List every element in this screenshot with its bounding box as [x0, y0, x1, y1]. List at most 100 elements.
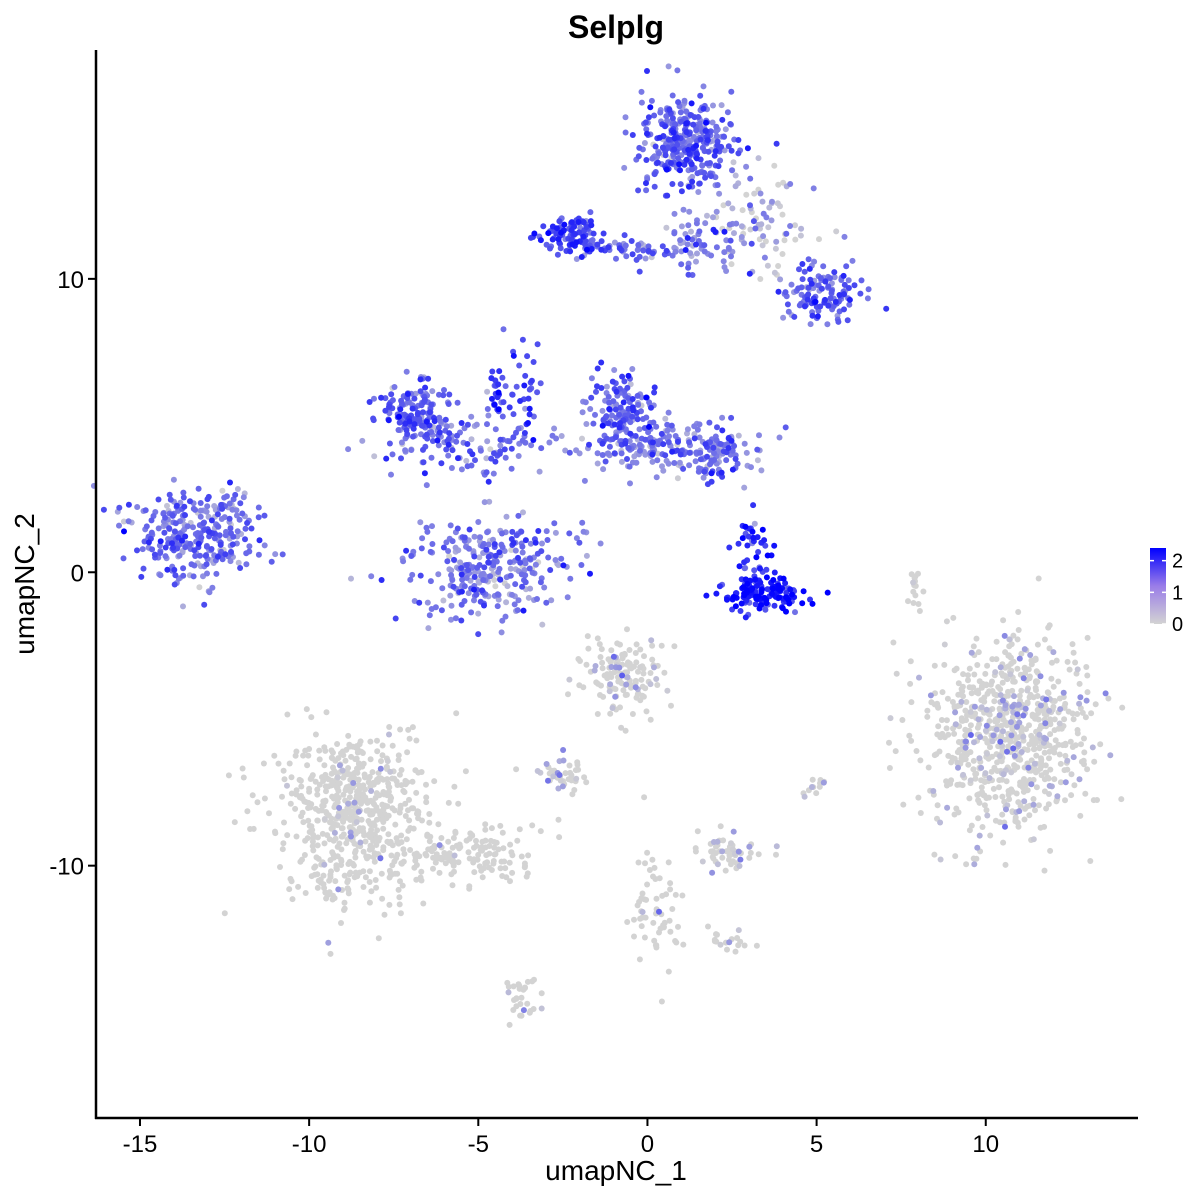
- data-point: [729, 167, 735, 174]
- data-point: [469, 451, 476, 458]
- data-point: [452, 615, 459, 622]
- data-point: [298, 783, 305, 790]
- data-point: [693, 142, 700, 149]
- data-point: [1068, 792, 1075, 799]
- data-point: [171, 528, 178, 535]
- data-point: [411, 421, 418, 428]
- data-point: [475, 851, 482, 858]
- data-point: [671, 135, 678, 142]
- data-point: [359, 797, 366, 804]
- data-point: [474, 856, 481, 863]
- data-point: [726, 939, 733, 946]
- data-point: [317, 876, 324, 883]
- x-axis-ticks: -15 -10 -5 0 5 10: [123, 1118, 999, 1158]
- data-point: [758, 467, 765, 474]
- data-point: [635, 187, 642, 194]
- data-point: [1031, 760, 1038, 767]
- data-point: [455, 455, 461, 462]
- data-point: [568, 772, 575, 779]
- data-point: [396, 771, 403, 778]
- data-point: [693, 220, 700, 227]
- data-point: [488, 825, 495, 832]
- data-point: [642, 119, 649, 126]
- data-point: [484, 529, 491, 536]
- data-point: [779, 251, 786, 257]
- data-point: [849, 257, 856, 264]
- data-point: [728, 861, 734, 868]
- data-point: [1054, 793, 1061, 800]
- data-point: [788, 281, 795, 288]
- data-point: [720, 258, 727, 265]
- data-point: [293, 833, 300, 840]
- data-point: [738, 600, 745, 607]
- data-point: [675, 923, 681, 930]
- data-point: [651, 171, 658, 178]
- data-point: [371, 822, 378, 829]
- data-point: [963, 738, 969, 745]
- data-point: [623, 681, 630, 688]
- data-point: [695, 468, 702, 475]
- data-point: [421, 396, 428, 403]
- data-point: [497, 436, 504, 443]
- data-point: [397, 726, 404, 733]
- data-point: [671, 230, 678, 237]
- data-point: [507, 572, 514, 579]
- data-point: [617, 404, 624, 411]
- data-point: [938, 717, 945, 723]
- data-point: [1057, 706, 1064, 713]
- data-point: [646, 867, 653, 873]
- colorbar-tick-label: 1: [1172, 582, 1183, 604]
- data-point: [353, 819, 360, 825]
- data-point: [402, 813, 409, 819]
- data-point: [170, 476, 177, 483]
- data-point: [623, 253, 630, 260]
- data-point: [726, 852, 733, 859]
- data-point: [693, 150, 700, 157]
- data-point: [539, 540, 545, 547]
- data-point: [753, 942, 760, 949]
- data-point: [1015, 627, 1022, 633]
- data-point: [799, 276, 806, 283]
- data-point: [775, 585, 782, 592]
- data-point: [713, 208, 720, 215]
- data-point: [1000, 771, 1007, 778]
- data-point: [761, 254, 768, 261]
- data-point: [925, 764, 932, 771]
- data-point: [951, 811, 958, 818]
- data-point: [665, 859, 672, 866]
- data-point: [645, 114, 652, 121]
- data-point: [225, 772, 232, 779]
- data-point: [672, 121, 679, 128]
- data-point: [399, 882, 406, 889]
- data-point: [408, 553, 415, 559]
- data-point: [743, 163, 750, 170]
- data-point: [346, 809, 353, 816]
- data-point: [537, 579, 544, 586]
- data-point: [197, 513, 204, 520]
- colorbar-tick-label: 0: [1172, 614, 1183, 636]
- data-point: [328, 815, 335, 822]
- data-point: [659, 243, 666, 250]
- data-point: [725, 200, 732, 207]
- data-point: [715, 163, 722, 170]
- data-point: [400, 858, 407, 865]
- data-point: [593, 388, 599, 395]
- data-point: [543, 528, 550, 535]
- data-point: [681, 97, 688, 104]
- data-point: [1059, 742, 1066, 749]
- data-point: [305, 799, 312, 806]
- data-point: [508, 445, 515, 452]
- data-point: [410, 425, 417, 432]
- data-point: [209, 584, 216, 591]
- data-point: [714, 424, 720, 431]
- data-point: [513, 766, 520, 773]
- data-point: [996, 784, 1002, 791]
- data-point: [525, 852, 532, 859]
- data-point: [484, 388, 491, 395]
- data-point: [632, 650, 639, 656]
- data-point: [323, 788, 329, 795]
- data-point: [983, 722, 990, 729]
- data-point: [321, 816, 328, 822]
- data-point: [471, 574, 478, 580]
- data-point: [301, 852, 308, 858]
